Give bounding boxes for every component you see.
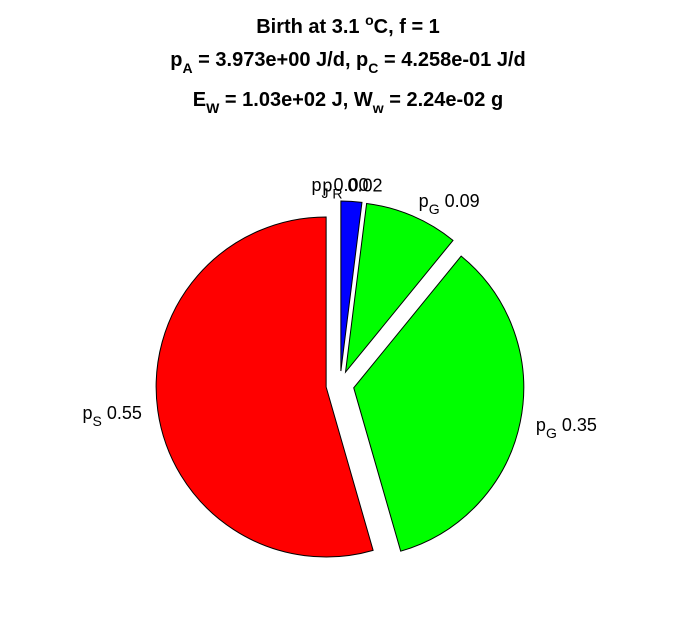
pie-slice-p-g [353,255,525,552]
chart-title-line: EW = 1.03e+02 J, Ww = 2.24e-02 g [193,89,503,116]
chart-title: Birth at 3.1 oC, f = 1 pA = 3.973e+00 J/d… [170,12,525,116]
pie-slice-p-g [344,202,454,374]
pie-slices [155,200,525,558]
chart-title-line: pA = 3.973e+00 J/d, pC = 4.258e-01 J/d [170,49,525,76]
slice-label-p-r: pR 0.02 [322,175,382,201]
chart-title-line: Birth at 3.1 oC, f = 1 [256,12,440,38]
pie-slice-p-r [340,200,363,372]
slice-label-p-g: pG 0.35 [536,415,597,441]
pie-slice-p-s [155,216,374,558]
slice-label-p-s: pS 0.55 [83,403,142,429]
slice-label-p-j: pJ 0.00 [311,175,368,201]
slice-label-p-g: pG 0.09 [419,191,480,217]
